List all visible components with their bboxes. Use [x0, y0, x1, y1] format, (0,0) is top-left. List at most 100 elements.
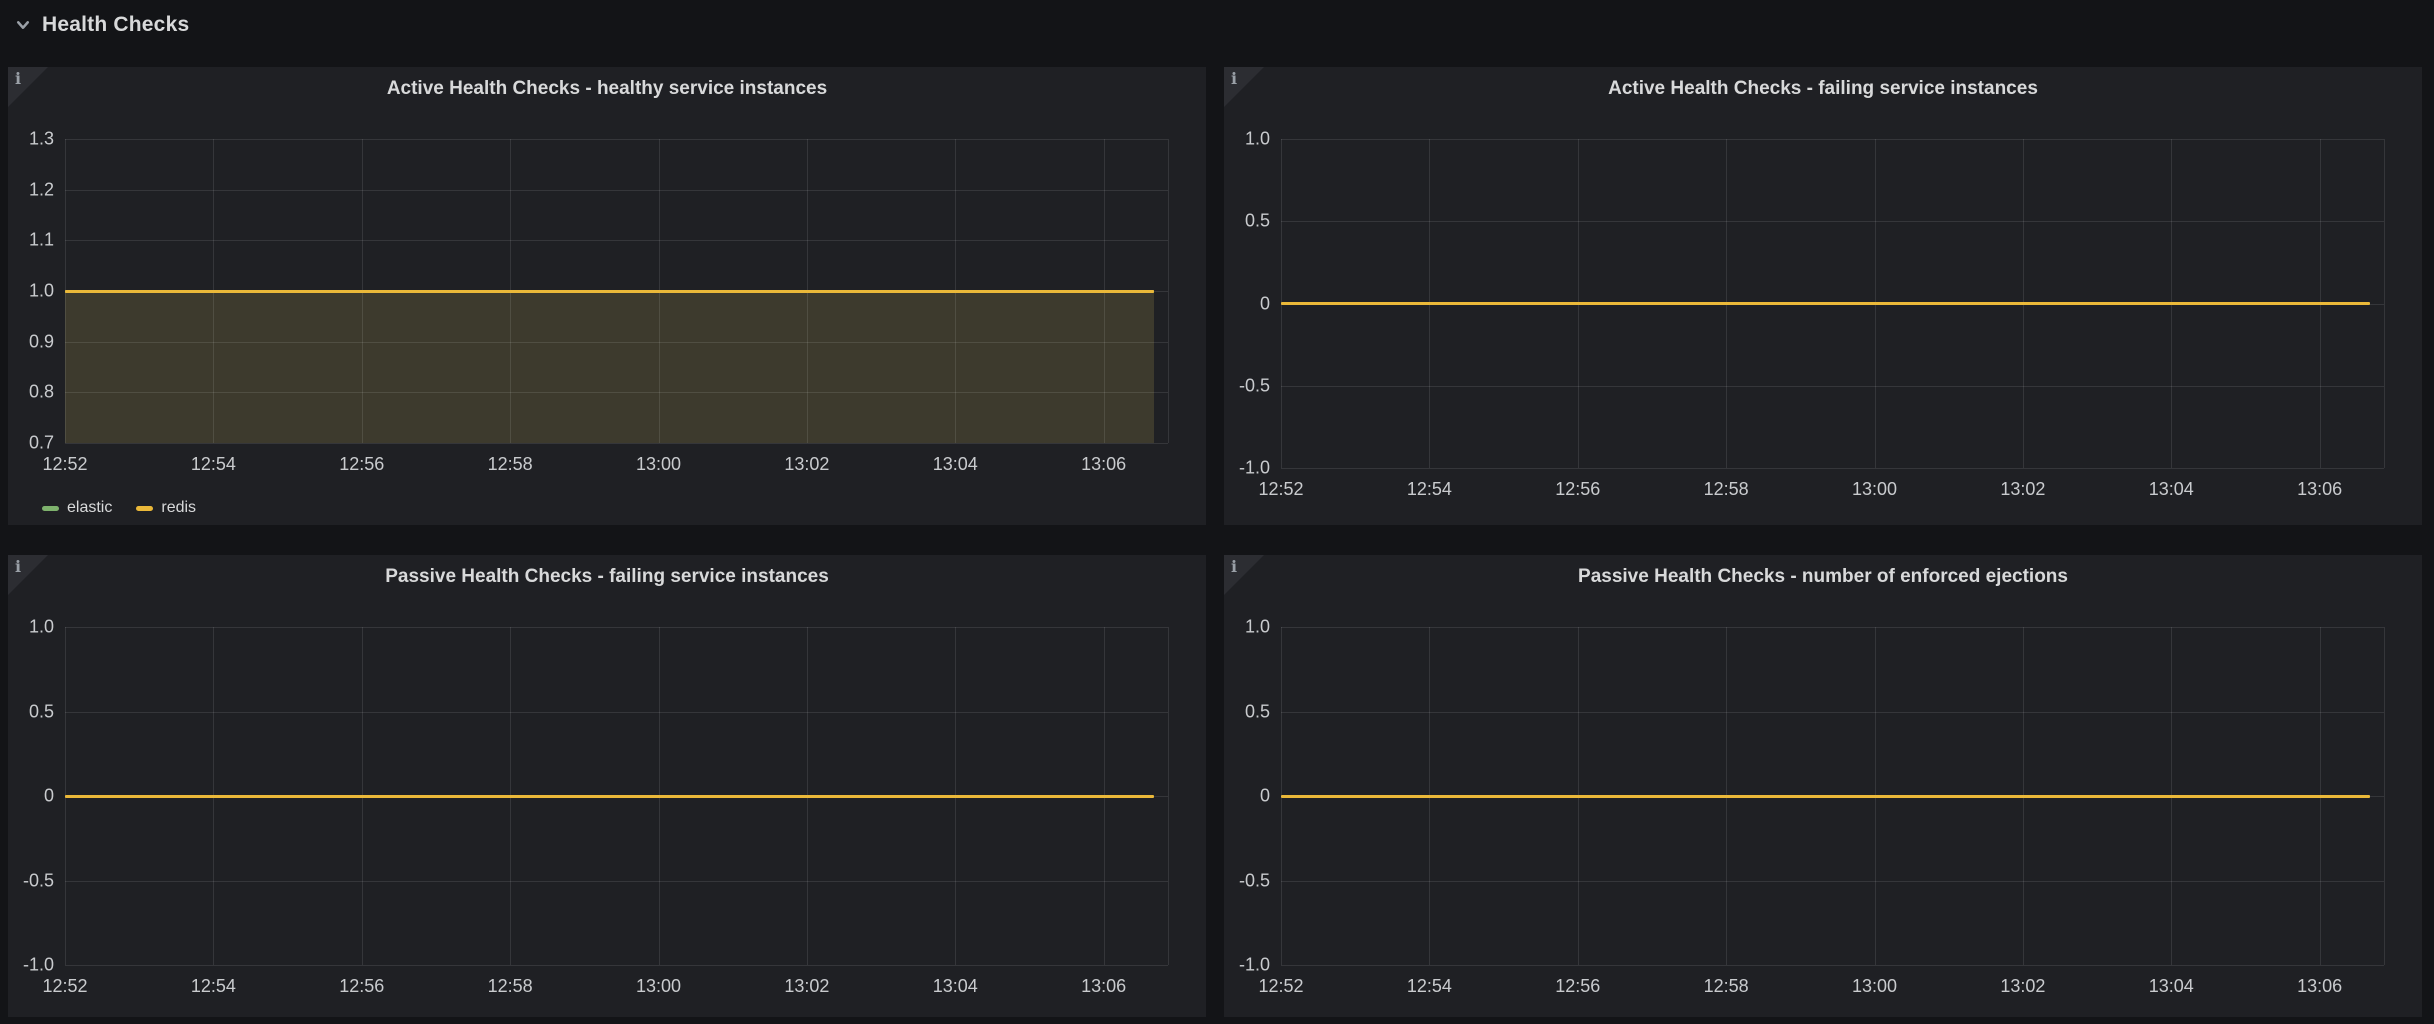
y-axis-tick-label: 0.7 — [29, 433, 54, 454]
x-axis-tick-label: 12:58 — [488, 976, 533, 997]
time-series-plot[interactable]: 1.00.50-0.5-1.012:5212:5412:5612:5813:00… — [1281, 627, 2384, 965]
x-axis-tick-label: 13:04 — [2149, 976, 2194, 997]
legend-series-marker — [42, 506, 59, 511]
x-axis-tick-label: 13:04 — [2149, 479, 2194, 500]
y-axis-tick-label: -0.5 — [1239, 375, 1270, 396]
x-axis-tick-label: 12:58 — [1704, 976, 1749, 997]
series-line — [65, 795, 1154, 798]
y-gridline — [1281, 386, 2384, 387]
time-series-plot[interactable]: 1.31.21.11.00.90.80.712:5212:5412:5612:5… — [65, 139, 1168, 443]
y-axis-tick-label: 0.5 — [1245, 701, 1270, 722]
x-axis-tick-label: 13:02 — [784, 454, 829, 475]
x-axis-tick-label: 13:06 — [1081, 454, 1126, 475]
x-axis-tick-label: 13:04 — [933, 454, 978, 475]
y-gridline — [65, 712, 1168, 713]
x-axis-tick-label: 13:04 — [933, 976, 978, 997]
legend: elastic redis — [42, 499, 196, 517]
y-gridline — [1281, 881, 2384, 882]
y-axis-tick-label: 0 — [44, 786, 54, 807]
series-area-fill — [65, 291, 1154, 443]
y-gridline — [65, 881, 1168, 882]
panel-title: Passive Health Checks - failing service … — [385, 566, 829, 588]
row-header-health-checks[interactable]: Health Checks — [12, 8, 189, 42]
x-axis-tick-label: 13:06 — [1081, 976, 1126, 997]
y-axis-tick-label: -0.5 — [23, 870, 54, 891]
y-gridline — [1281, 712, 2384, 713]
y-axis-tick-label: 1.0 — [1245, 129, 1270, 150]
legend-item-elastic[interactable]: elastic — [42, 499, 112, 517]
panel-active-healthy: i Active Health Checks - healthy service… — [8, 67, 1206, 525]
time-series-plot[interactable]: 1.00.50-0.5-1.012:5212:5412:5612:5813:00… — [1281, 139, 2384, 468]
x-axis-tick-label: 12:56 — [1555, 976, 1600, 997]
panel-title: Active Health Checks - healthy service i… — [387, 78, 827, 100]
x-axis-tick-label: 12:56 — [1555, 479, 1600, 500]
y-gridline — [1281, 965, 2384, 966]
panel-active-failing: i Active Health Checks - failing service… — [1224, 67, 2422, 525]
x-axis-tick-label: 13:02 — [2000, 976, 2045, 997]
y-axis-tick-label: 0.5 — [1245, 211, 1270, 232]
panel-title: Passive Health Checks - number of enforc… — [1578, 566, 2068, 588]
y-axis-tick-label: 0.9 — [29, 331, 54, 352]
y-gridline — [65, 240, 1168, 241]
plot-right-edge — [1168, 139, 1169, 443]
series-line — [1281, 302, 2370, 305]
panel-title: Active Health Checks - failing service i… — [1608, 78, 2038, 100]
x-axis-tick-label: 13:02 — [784, 976, 829, 997]
x-axis-tick-label: 12:56 — [339, 976, 384, 997]
chevron-down-icon — [12, 14, 34, 36]
series-line — [65, 290, 1154, 293]
time-series-plot[interactable]: 1.00.50-0.5-1.012:5212:5412:5612:5813:00… — [65, 627, 1168, 965]
y-gridline — [65, 139, 1168, 140]
y-gridline — [1281, 221, 2384, 222]
x-axis-tick-label: 12:58 — [1704, 479, 1749, 500]
panel-header[interactable]: Active Health Checks - healthy service i… — [8, 76, 1206, 102]
y-gridline — [1281, 468, 2384, 469]
y-axis-tick-label: -0.5 — [1239, 870, 1270, 891]
x-axis-tick-label: 13:06 — [2297, 976, 2342, 997]
x-axis-tick-label: 12:56 — [339, 454, 384, 475]
legend-series-label: elastic — [67, 499, 112, 517]
legend-item-redis[interactable]: redis — [136, 499, 196, 517]
plot-right-edge — [1168, 627, 1169, 965]
panel-header[interactable]: Passive Health Checks - failing service … — [8, 564, 1206, 590]
panel-passive-ejections: i Passive Health Checks - number of enfo… — [1224, 555, 2422, 1017]
y-gridline — [65, 190, 1168, 191]
panel-grid: i Active Health Checks - healthy service… — [8, 67, 2422, 1017]
x-axis-tick-label: 13:00 — [636, 976, 681, 997]
x-axis-tick-label: 12:54 — [191, 976, 236, 997]
x-axis-tick-label: 13:06 — [2297, 479, 2342, 500]
panel-passive-failing: i Passive Health Checks - failing servic… — [8, 555, 1206, 1017]
y-axis-tick-label: 0 — [1260, 786, 1270, 807]
legend-series-marker — [136, 506, 153, 511]
plot-right-edge — [2384, 627, 2385, 965]
x-axis-tick-label: 12:58 — [488, 454, 533, 475]
x-axis-tick-label: 12:52 — [42, 454, 87, 475]
y-axis-tick-label: 1.0 — [1245, 617, 1270, 638]
y-axis-tick-label: -1.0 — [1239, 955, 1270, 976]
y-axis-tick-label: 1.2 — [29, 179, 54, 200]
y-axis-tick-label: 1.0 — [29, 617, 54, 638]
x-axis-tick-label: 13:00 — [636, 454, 681, 475]
y-gridline — [65, 342, 1168, 343]
x-axis-tick-label: 12:54 — [1407, 976, 1452, 997]
x-axis-tick-label: 13:02 — [2000, 479, 2045, 500]
x-axis-tick-label: 12:52 — [1258, 479, 1303, 500]
y-axis-tick-label: -1.0 — [23, 955, 54, 976]
plot-right-edge — [2384, 139, 2385, 468]
y-axis-tick-label: 0.5 — [29, 701, 54, 722]
x-axis-tick-label: 12:54 — [1407, 479, 1452, 500]
y-gridline — [65, 392, 1168, 393]
y-gridline — [65, 627, 1168, 628]
panel-header[interactable]: Active Health Checks - failing service i… — [1224, 76, 2422, 102]
legend-series-label: redis — [161, 499, 196, 517]
y-axis-tick-label: 1.3 — [29, 129, 54, 150]
panel-header[interactable]: Passive Health Checks - number of enforc… — [1224, 564, 2422, 590]
y-gridline — [65, 443, 1168, 444]
y-gridline — [1281, 627, 2384, 628]
y-gridline — [1281, 139, 2384, 140]
x-axis-tick-label: 12:52 — [1258, 976, 1303, 997]
x-axis-tick-label: 12:54 — [191, 454, 236, 475]
y-axis-tick-label: 1.0 — [29, 281, 54, 302]
y-axis-tick-label: -1.0 — [1239, 458, 1270, 479]
y-axis-tick-label: 0.8 — [29, 382, 54, 403]
